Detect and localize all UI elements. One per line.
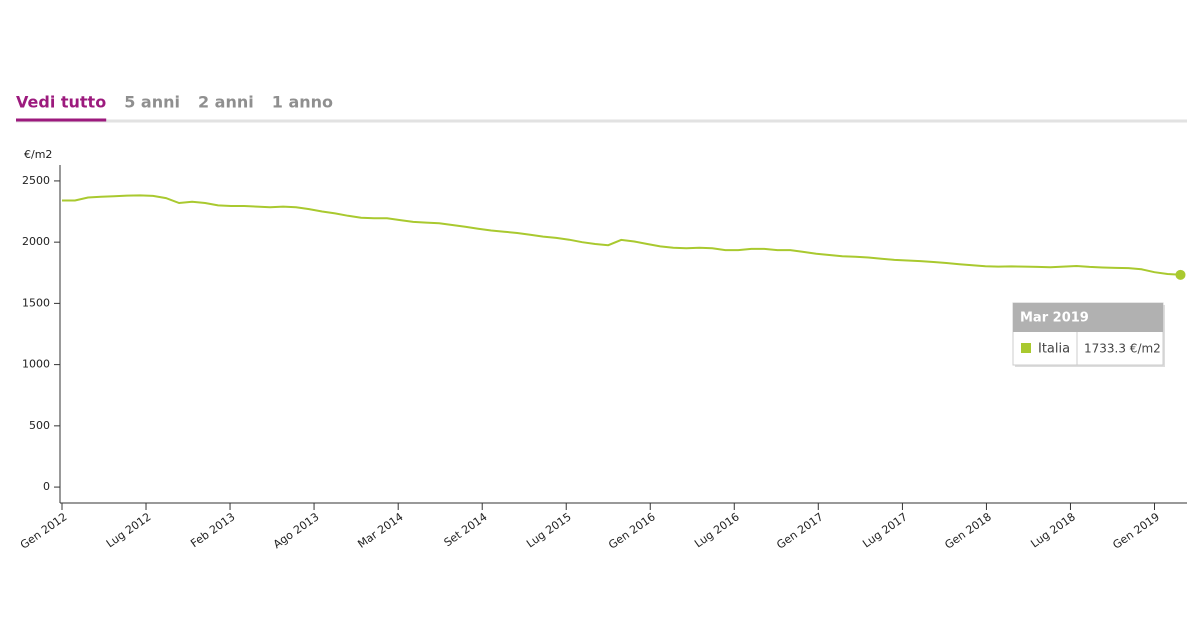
legend-swatch bbox=[1021, 343, 1031, 353]
x-tick-label: Lug 2015 bbox=[524, 510, 574, 550]
x-tick-label: Lug 2012 bbox=[104, 510, 154, 550]
x-tick-label: Mar 2014 bbox=[355, 510, 405, 551]
y-tick-label: 2000 bbox=[22, 235, 50, 248]
legend-label: Italia bbox=[1038, 342, 1070, 357]
x-tick-label: Ago 2013 bbox=[271, 510, 322, 551]
tab-bar: Vedi tutto 5 anni 2 anni 1 anno bbox=[16, 93, 333, 122]
x-tick-label: Gen 2018 bbox=[942, 510, 993, 551]
line-series bbox=[62, 194, 1181, 276]
x-tick-label: Feb 2013 bbox=[188, 510, 237, 550]
y-axis-label: €/m2 bbox=[24, 148, 52, 161]
tab[interactable]: 1 anno bbox=[272, 93, 333, 112]
tab[interactable]: 2 anni bbox=[198, 93, 254, 112]
y-tick-label: 0 bbox=[43, 480, 50, 493]
x-tick-label: Lug 2018 bbox=[1028, 510, 1078, 550]
y-tick-label: 1500 bbox=[22, 296, 50, 309]
y-tick-label: 2500 bbox=[22, 174, 50, 187]
x-tick-label: Gen 2019 bbox=[1110, 510, 1161, 551]
x-tick-label: Gen 2012 bbox=[18, 510, 69, 551]
x-tick-label: Gen 2016 bbox=[606, 510, 657, 551]
tab[interactable]: Vedi tutto bbox=[16, 93, 106, 112]
tooltip-value: 1733.3 €/m2 bbox=[1084, 342, 1161, 356]
hover-point bbox=[1175, 269, 1186, 280]
tooltip-header bbox=[1013, 303, 1163, 332]
tooltip-title: Mar 2019 bbox=[1020, 311, 1089, 326]
y-tick-label: 500 bbox=[29, 419, 50, 432]
tooltip: Mar 2019 Italia 1733.3 €/m2 bbox=[1012, 302, 1165, 367]
x-tick-label: Lug 2016 bbox=[692, 510, 742, 550]
x-tick-label: Set 2014 bbox=[442, 510, 490, 549]
x-tick-label: Lug 2017 bbox=[860, 510, 910, 550]
x-tick-label: Gen 2017 bbox=[774, 510, 825, 551]
tab[interactable]: 5 anni bbox=[124, 93, 180, 112]
y-tick-label: 1000 bbox=[22, 358, 50, 371]
